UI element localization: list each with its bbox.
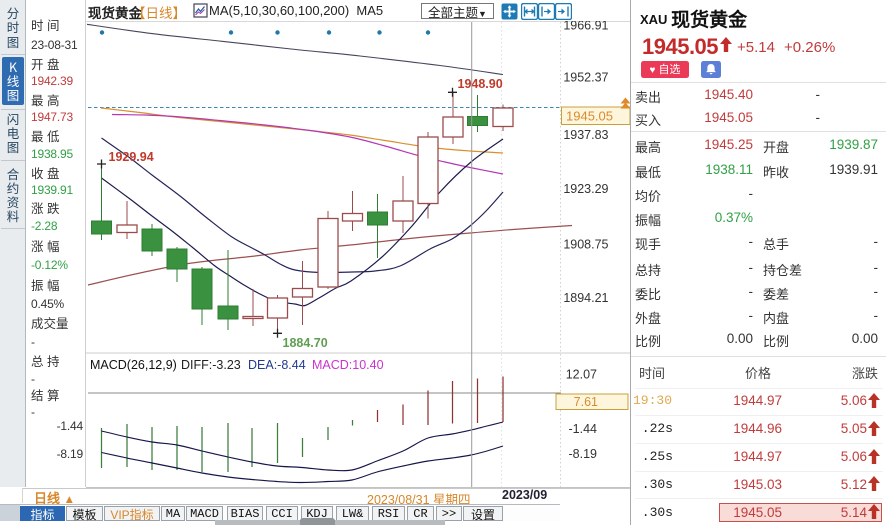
svg-text:1894.21: 1894.21 (563, 291, 608, 305)
svg-text:1923.29: 1923.29 (563, 182, 608, 196)
svg-text:MACD(26,12,9): MACD(26,12,9) (90, 358, 177, 372)
svg-text:1937.83: 1937.83 (563, 128, 608, 142)
svg-text:7.61: 7.61 (574, 395, 598, 409)
svg-text:-1.44: -1.44 (569, 422, 598, 436)
svg-text:1884.70: 1884.70 (283, 336, 328, 350)
svg-text:1908.75: 1908.75 (563, 238, 608, 252)
svg-text:1966.91: 1966.91 (563, 19, 608, 33)
svg-text:DIFF:-3.23: DIFF:-3.23 (181, 358, 241, 372)
svg-text:12.07: 12.07 (566, 368, 597, 382)
svg-text:1945.05: 1945.05 (566, 109, 613, 124)
svg-text:DEA:-8.44: DEA:-8.44 (248, 358, 306, 372)
svg-text:1952.37: 1952.37 (563, 71, 608, 85)
svg-text:1929.94: 1929.94 (109, 150, 154, 164)
svg-text:MACD:10.40: MACD:10.40 (312, 358, 384, 372)
svg-text:1948.90: 1948.90 (458, 77, 503, 91)
svg-text:-8.19: -8.19 (569, 447, 598, 461)
